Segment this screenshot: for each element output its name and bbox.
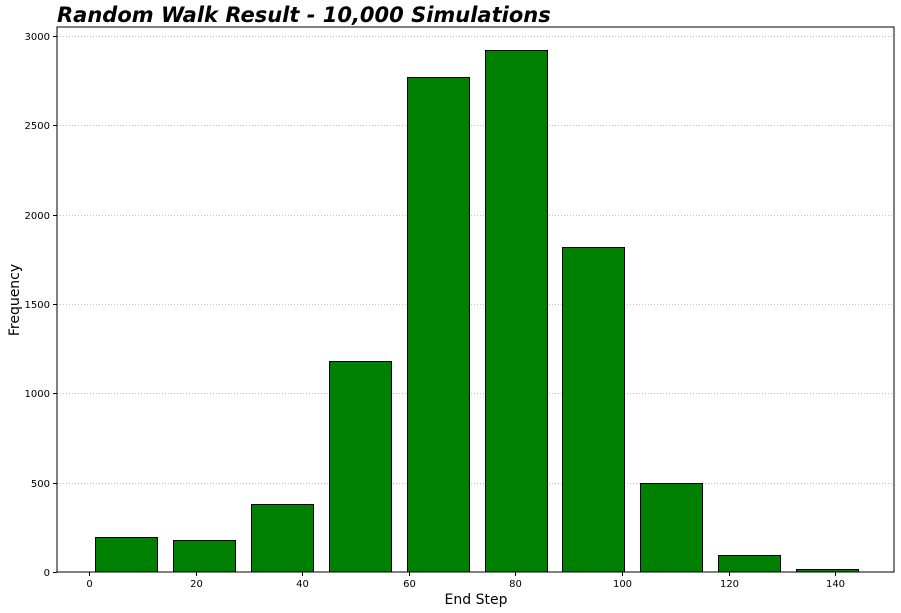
x-tick-label-1: 20 [190,579,203,590]
x-tick-label-3: 60 [403,579,416,590]
bar-2 [251,504,314,573]
x-axis-ticks: 0 20 40 60 80 100 120 140 [86,572,845,590]
x-axis-label: End Step [445,592,508,608]
bars [95,50,859,573]
y-tick-label-6: 3000 [25,32,50,43]
y-tick-label-4: 2000 [25,211,50,222]
y-axis-label: Frequency [7,264,23,336]
bar-4 [407,77,470,573]
x-tick-label-2: 40 [296,579,309,590]
gridlines [57,36,894,484]
bar-5 [485,50,548,573]
bar-3 [329,361,392,573]
y-tick-label-2: 1000 [25,389,50,400]
chart-title: Random Walk Result - 10,000 Simulations [57,3,551,27]
bar-0 [95,537,158,573]
y-tick-label-3: 1500 [25,300,50,311]
y-tick-label-0: 0 [44,568,50,579]
bar-8 [718,555,781,573]
y-tick-label-1: 500 [31,479,50,490]
plot-area-frame [56,26,895,573]
x-tick-label-4: 80 [509,579,522,590]
bar-1 [173,540,236,573]
x-tick-label-6: 120 [720,579,739,590]
bar-7 [640,483,703,573]
x-tick-label-0: 0 [86,579,92,590]
bar-6 [562,247,625,573]
x-tick-label-7: 140 [826,579,845,590]
y-axis-ticks: 0 500 1000 1500 2000 2500 3000 [25,32,57,579]
y-tick-label-5: 2500 [25,121,50,132]
x-tick-label-5: 100 [613,579,632,590]
